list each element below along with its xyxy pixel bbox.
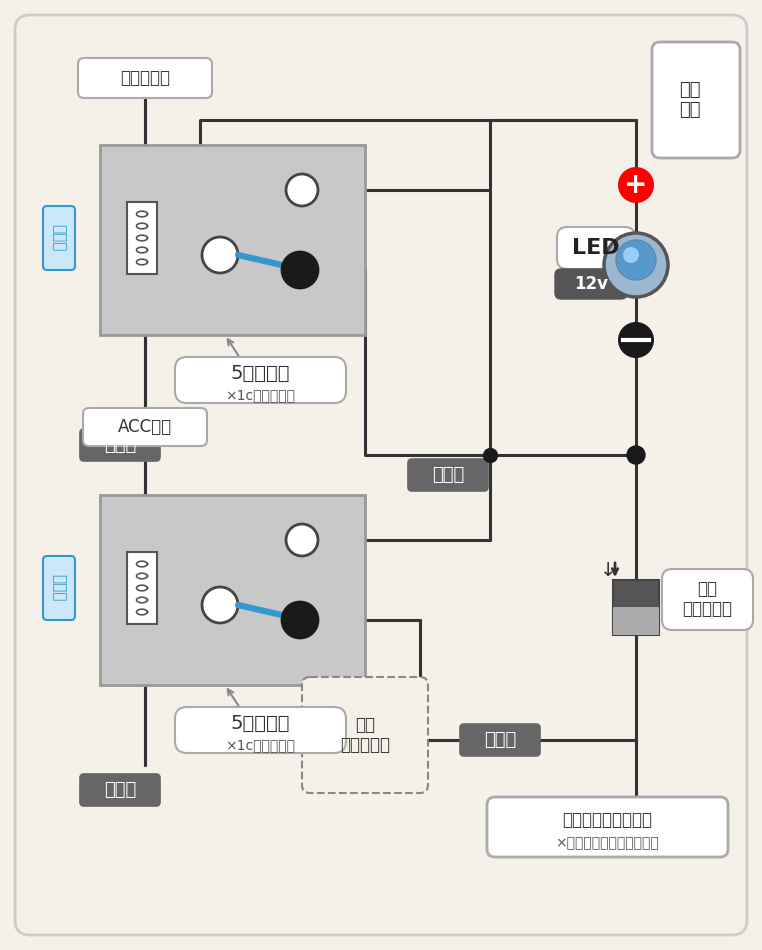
FancyBboxPatch shape <box>652 42 740 158</box>
FancyBboxPatch shape <box>302 677 428 793</box>
FancyBboxPatch shape <box>127 202 157 274</box>
FancyBboxPatch shape <box>460 724 540 756</box>
FancyBboxPatch shape <box>100 145 365 335</box>
FancyBboxPatch shape <box>408 459 488 491</box>
FancyBboxPatch shape <box>487 797 728 857</box>
FancyBboxPatch shape <box>100 495 365 685</box>
Circle shape <box>616 240 656 280</box>
Text: 常時
電源: 常時 電源 <box>679 81 701 120</box>
Text: ×マイナスコントロール線: ×マイナスコントロール線 <box>555 836 659 850</box>
FancyBboxPatch shape <box>78 58 212 98</box>
Text: LED: LED <box>572 238 620 258</box>
Text: +: + <box>624 171 648 199</box>
Circle shape <box>286 174 318 206</box>
FancyBboxPatch shape <box>613 580 659 635</box>
Text: 12v: 12v <box>574 275 608 293</box>
Circle shape <box>618 322 654 358</box>
FancyBboxPatch shape <box>127 552 157 624</box>
Text: 整流
ダイオード: 整流 ダイオード <box>682 580 732 618</box>
Circle shape <box>604 233 668 297</box>
FancyBboxPatch shape <box>175 707 346 753</box>
Circle shape <box>282 602 318 638</box>
FancyBboxPatch shape <box>175 357 346 403</box>
Circle shape <box>627 446 645 464</box>
Text: 5極リレー: 5極リレー <box>230 364 290 383</box>
Circle shape <box>202 237 238 273</box>
Text: ACC電源: ACC電源 <box>118 418 172 436</box>
Text: 5極リレー: 5極リレー <box>230 713 290 732</box>
Circle shape <box>623 247 639 263</box>
Text: コイル: コイル <box>52 224 66 252</box>
Text: アース: アース <box>104 781 136 799</box>
Circle shape <box>282 252 318 288</box>
Circle shape <box>202 587 238 623</box>
FancyBboxPatch shape <box>80 774 160 806</box>
FancyBboxPatch shape <box>83 408 207 446</box>
Circle shape <box>618 167 654 203</box>
Text: イルミ電源: イルミ電源 <box>120 69 170 87</box>
FancyBboxPatch shape <box>43 206 75 270</box>
Text: アース: アース <box>484 731 516 749</box>
Text: 何も
つながない: 何も つながない <box>340 715 390 754</box>
Text: ↓: ↓ <box>600 560 616 580</box>
FancyBboxPatch shape <box>555 269 627 299</box>
FancyBboxPatch shape <box>15 15 747 935</box>
FancyBboxPatch shape <box>557 227 635 269</box>
Text: アース: アース <box>432 466 464 484</box>
Text: ルームランプ連動線: ルームランプ連動線 <box>562 811 652 829</box>
Circle shape <box>286 524 318 556</box>
FancyBboxPatch shape <box>662 569 753 630</box>
Text: アース: アース <box>104 436 136 454</box>
FancyBboxPatch shape <box>613 607 659 635</box>
Text: ×1c接点リレー: ×1c接点リレー <box>225 388 295 402</box>
Text: ×1c接点リレー: ×1c接点リレー <box>225 738 295 752</box>
Text: コイル: コイル <box>52 575 66 601</box>
FancyBboxPatch shape <box>80 429 160 461</box>
FancyBboxPatch shape <box>43 556 75 620</box>
